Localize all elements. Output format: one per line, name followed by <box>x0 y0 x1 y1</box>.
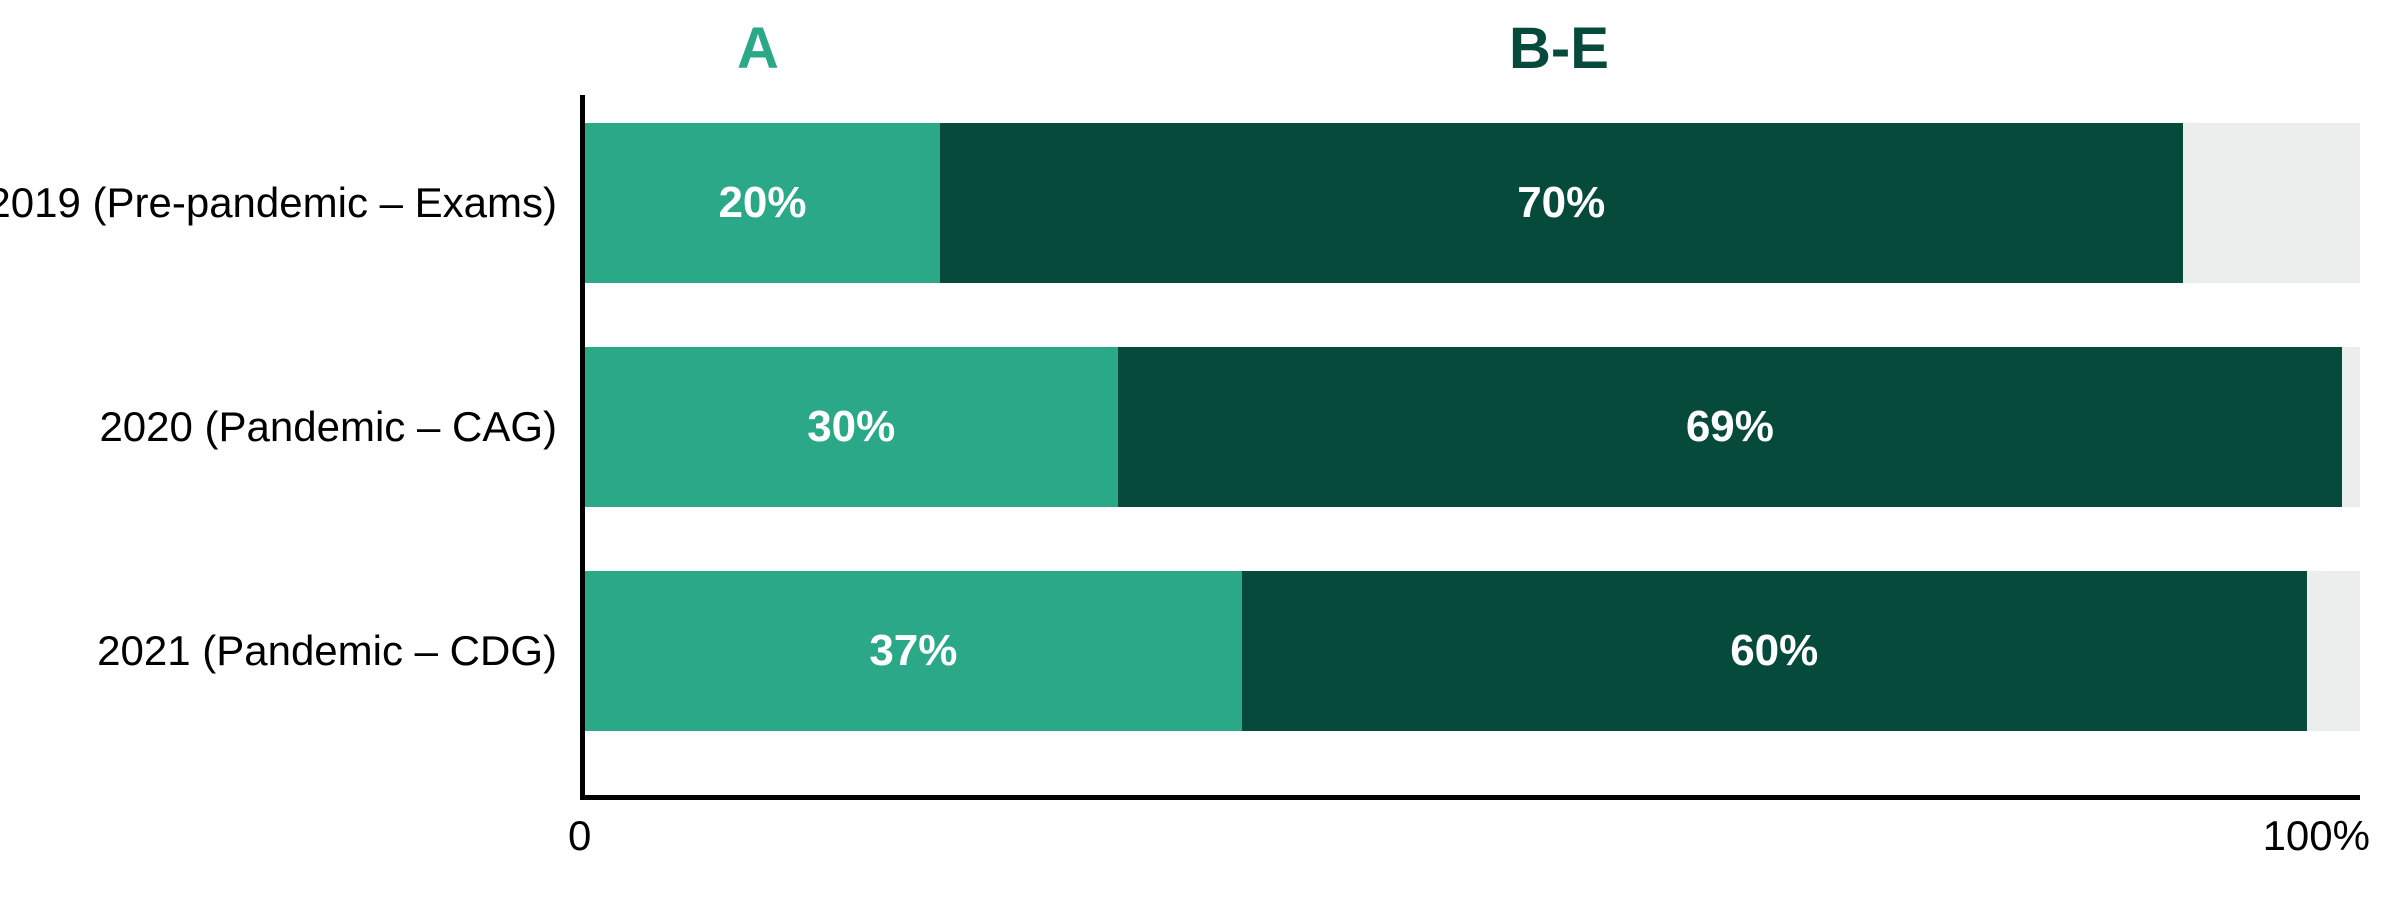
segment-2-a: 37% <box>585 571 1242 731</box>
segment-0-a: 20% <box>585 123 940 283</box>
category-label-2: 2021 (Pandemic – CDG) <box>97 571 585 731</box>
legend-label-a: A <box>698 8 818 88</box>
bar-row-2: 2021 (Pandemic – CDG) 37% 60% <box>585 571 2360 731</box>
segment-1-a: 30% <box>585 347 1118 507</box>
segment-2-be: 60% <box>1242 571 2307 731</box>
bar-row-0: 2019 (Pre-pandemic – Exams) 20% 70% <box>585 123 2360 283</box>
x-tick-100: 100% <box>2250 812 2370 860</box>
segment-1-remainder <box>2342 347 2360 507</box>
segment-1-be: 69% <box>1118 347 2343 507</box>
bar-row-1: 2020 (Pandemic – CAG) 30% 69% <box>585 347 2360 507</box>
stacked-bar-chart: A B-E 2019 (Pre-pandemic – Exams) 20% 70… <box>0 0 2400 900</box>
segment-0-remainder <box>2183 123 2361 283</box>
legend-label-be: B-E <box>1469 8 1649 88</box>
category-label-0: 2019 (Pre-pandemic – Exams) <box>0 123 585 283</box>
segment-2-remainder <box>2307 571 2360 731</box>
segment-0-be: 70% <box>940 123 2183 283</box>
category-label-1: 2020 (Pandemic – CAG) <box>99 347 585 507</box>
plot-area: 2019 (Pre-pandemic – Exams) 20% 70% 2020… <box>580 95 2360 800</box>
x-tick-0: 0 <box>568 812 591 860</box>
